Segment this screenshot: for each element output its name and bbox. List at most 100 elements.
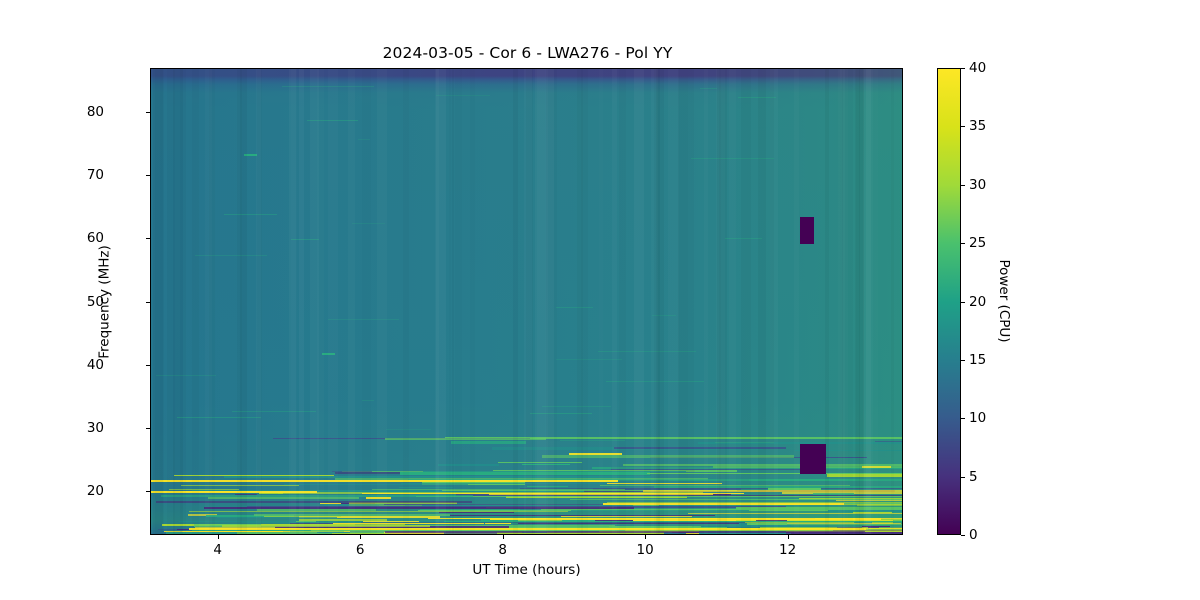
- rfi-streak: [151, 491, 317, 493]
- colorbar-tick-mark: [961, 126, 965, 128]
- rfi-streak: [646, 473, 902, 475]
- rfi-streak: [828, 509, 902, 512]
- rfi-streak: [450, 515, 715, 517]
- rfi-streak: [875, 440, 902, 442]
- rfi-streak: [700, 88, 717, 90]
- rfi-streak: [253, 513, 450, 516]
- rfi-streak: [151, 480, 618, 482]
- x-tick-mark: [502, 535, 504, 539]
- rfi-streak: [444, 437, 902, 440]
- rfi-streak: [725, 237, 763, 239]
- rfi-streak: [736, 506, 902, 509]
- rfi-streak: [879, 526, 902, 528]
- rfi-streak: [812, 492, 855, 495]
- y-tick-label: 40: [86, 356, 104, 373]
- rfi-streak: [470, 534, 570, 535]
- colorbar-tick-label: 5: [969, 468, 978, 485]
- y-tick-label: 50: [86, 293, 104, 310]
- rfi-streak: [401, 483, 611, 485]
- colorbar-tick-label: 40: [969, 60, 987, 76]
- x-axis-label: UT Time (hours): [472, 562, 581, 578]
- rfi-streak: [282, 534, 634, 535]
- rfi-streak: [561, 515, 693, 517]
- masked-data-block: [799, 216, 815, 244]
- rfi-streak: [688, 513, 902, 515]
- rfi-streak: [526, 485, 569, 487]
- y-tick-mark: [146, 364, 150, 366]
- rfi-streak: [593, 488, 741, 491]
- colorbar-tick-label: 10: [969, 410, 987, 427]
- y-tick-label: 70: [86, 167, 104, 184]
- rfi-streak: [522, 463, 570, 465]
- rfi-streak: [282, 86, 374, 88]
- rfi-streak: [606, 502, 902, 504]
- rfi-streak: [485, 522, 511, 524]
- rfi-streak: [181, 531, 350, 533]
- rfi-streak: [290, 239, 319, 241]
- rfi-streak-layer: [151, 69, 902, 534]
- colorbar-tick-label: 35: [969, 118, 987, 135]
- colorbar-tick-label: 20: [969, 293, 987, 310]
- rfi-streak: [767, 488, 822, 491]
- rfi-streak: [743, 534, 855, 535]
- rfi-streak: [384, 530, 865, 533]
- rfi-streak: [319, 503, 342, 505]
- rfi-streak: [795, 450, 902, 452]
- rfi-streak: [744, 521, 855, 523]
- rfi-streak: [569, 499, 902, 501]
- rfi-streak: [371, 488, 626, 490]
- rfi-streak: [195, 255, 267, 257]
- rfi-streak: [169, 534, 190, 535]
- y-tick-mark: [146, 175, 150, 177]
- colorbar-tick-mark: [961, 359, 965, 361]
- colorbar[interactable]: [937, 68, 961, 535]
- rfi-streak: [203, 506, 634, 509]
- x-tick-mark: [645, 535, 647, 539]
- y-axis-label-wrap: Frequency (MHz): [97, 68, 113, 535]
- rfi-streak: [385, 428, 431, 430]
- rfi-streak: [298, 518, 388, 521]
- rfi-streak: [714, 441, 774, 443]
- rfi-streak: [179, 521, 713, 523]
- rfi-streak: [333, 523, 484, 525]
- rfi-streak: [168, 489, 240, 491]
- dynamic-spectrum-heatmap[interactable]: [150, 68, 903, 535]
- rfi-streak: [749, 479, 902, 482]
- rfi-streak: [155, 374, 216, 376]
- rfi-streak: [224, 213, 278, 215]
- rfi-streak: [332, 470, 373, 472]
- colorbar-tick-mark: [961, 68, 965, 70]
- x-tick-label: 8: [498, 542, 507, 558]
- rfi-streak: [263, 515, 342, 517]
- rfi-streak: [290, 530, 344, 532]
- rfi-streak: [571, 510, 750, 511]
- rfi-streak: [321, 352, 335, 355]
- rfi-streak: [842, 502, 902, 504]
- rfi-streak: [746, 523, 787, 526]
- rfi-streak: [283, 483, 469, 485]
- rfi-streak: [861, 525, 891, 527]
- rfi-streak: [243, 154, 257, 157]
- rfi-streak: [361, 492, 745, 494]
- x-tick-label: 6: [355, 542, 365, 558]
- rfi-streak: [556, 358, 623, 360]
- colorbar-tick-label: 15: [969, 351, 987, 368]
- rfi-streak: [423, 470, 686, 472]
- rfi-streak: [756, 523, 901, 525]
- rfi-streak: [212, 534, 438, 535]
- rfi-streak: [419, 509, 520, 512]
- rfi-streak: [790, 533, 902, 534]
- rfi-streak: [737, 96, 777, 98]
- rfi-streak: [351, 223, 386, 225]
- rfi-streak: [690, 158, 774, 160]
- rfi-streak: [296, 520, 317, 522]
- rfi-streak: [321, 534, 414, 535]
- rfi-streak: [652, 495, 902, 497]
- rfi-streak: [439, 512, 515, 514]
- colorbar-tick-label: 25: [969, 235, 987, 252]
- rfi-streak: [311, 529, 615, 531]
- rfi-streak: [357, 138, 371, 140]
- rfi-streak: [316, 532, 350, 534]
- rfi-streak: [622, 463, 902, 466]
- rfi-streak: [556, 307, 593, 309]
